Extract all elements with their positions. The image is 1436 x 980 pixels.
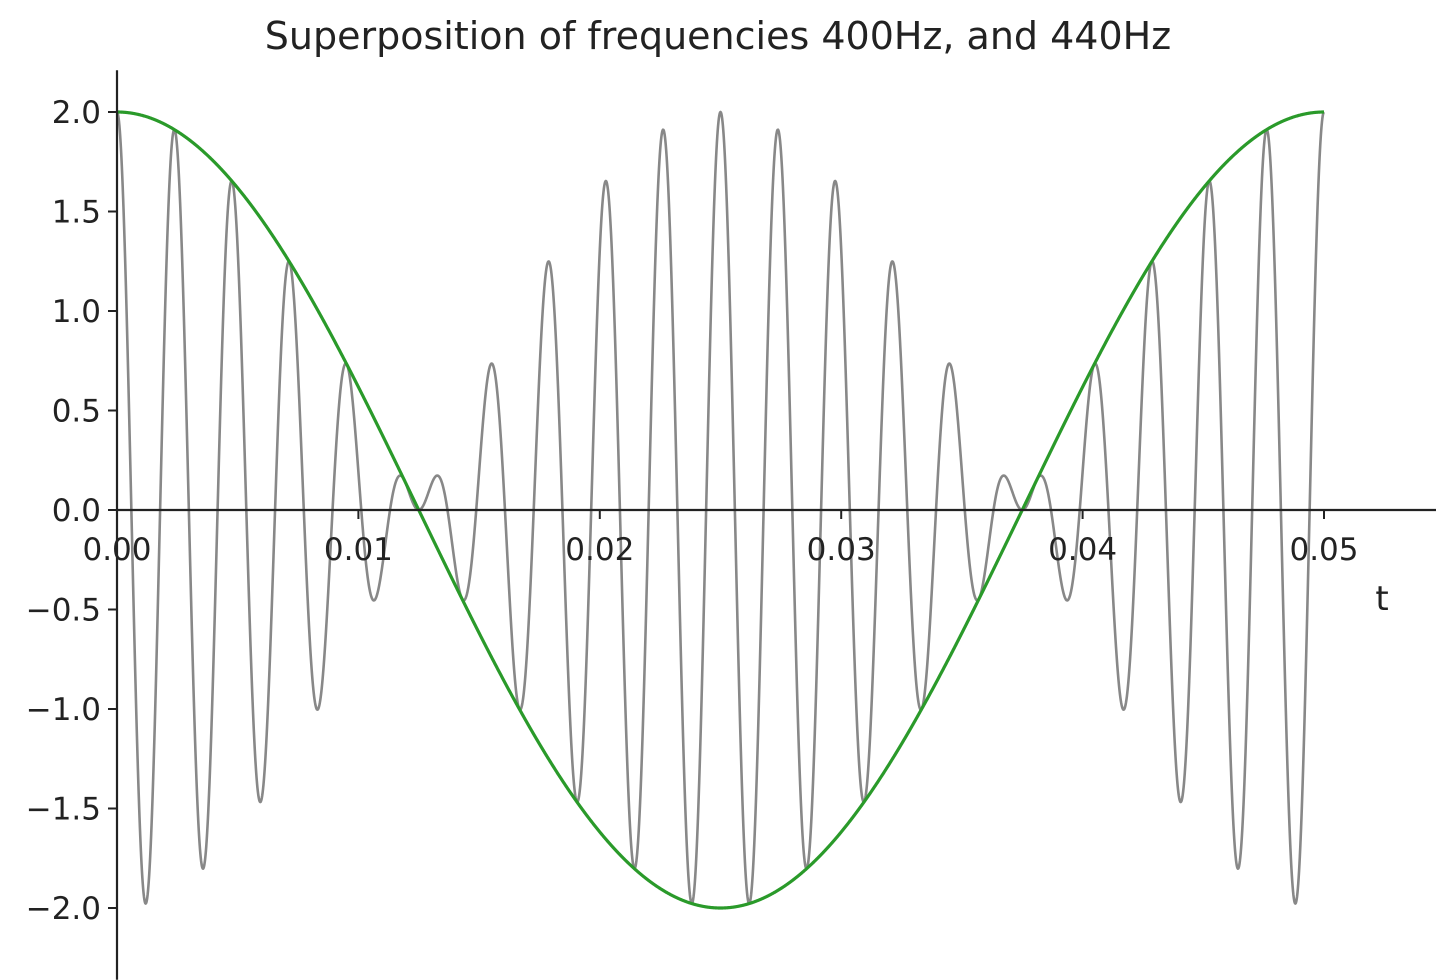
y-tick-label: −1.0: [26, 692, 101, 728]
chart-title: Superposition of frequencies 400Hz, and …: [265, 14, 1171, 58]
y-tick-label: −1.5: [26, 792, 101, 828]
y-tick-label: −2.0: [26, 891, 101, 927]
x-tick-label: 0.02: [565, 532, 634, 568]
axes-layer: 0.00 0.01 0.02 0.03 0.04 0.05 2.0 1.5 1.0 0.5 0.0 −…: [26, 70, 1436, 980]
y-tick-label: 1.5: [52, 195, 101, 231]
x-axis-label: t: [1375, 579, 1388, 619]
x-tick-label: 0.05: [1289, 532, 1358, 568]
series-line-1: [116, 110, 1325, 905]
x-tick-label: 0.00: [82, 532, 151, 568]
y-tick-label: 2.0: [52, 95, 101, 131]
x-tick-label: 0.04: [1048, 532, 1117, 568]
y-tick-label: 1.0: [52, 294, 101, 330]
y-tick-label: −0.5: [26, 593, 101, 629]
x-tick-label: 0.03: [807, 532, 876, 568]
series-line-2: [115, 110, 1326, 910]
x-tick-label: 0.01: [324, 532, 393, 568]
series-layer: [115, 110, 1326, 910]
y-tick-label: 0.5: [52, 394, 101, 430]
y-tick-label: 0.0: [52, 493, 101, 529]
